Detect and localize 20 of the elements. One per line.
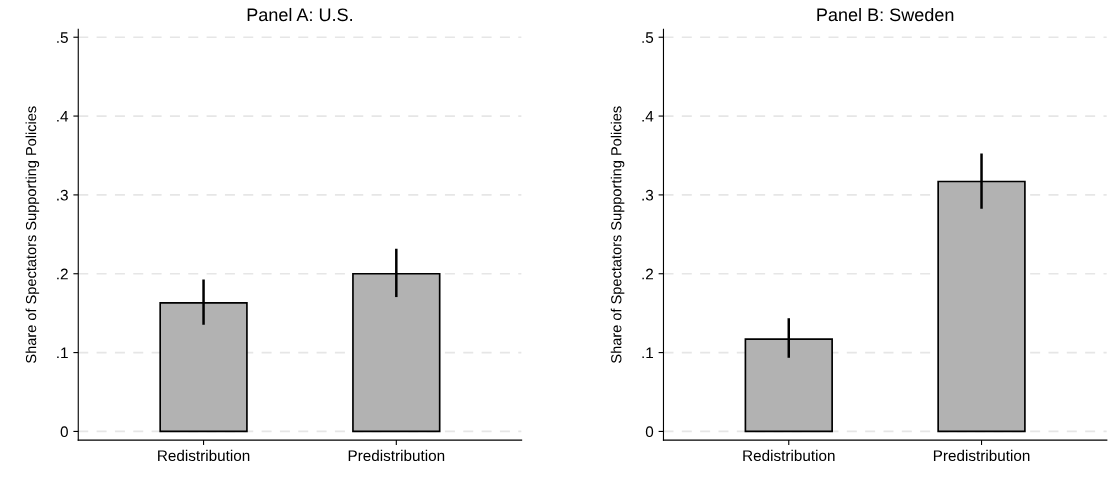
y-tick-label: .5 xyxy=(642,32,654,43)
y-tick-label: 0 xyxy=(645,426,654,438)
chart-title: Panel A: U.S. xyxy=(247,7,352,22)
y-tick-label: .3 xyxy=(57,189,68,201)
y-tick-label: 0 xyxy=(60,426,68,438)
y-axis-title: Share of Spectators Supporting Policies xyxy=(610,106,625,363)
y-axis-title: Share of Spectators Supporting Policies xyxy=(25,106,40,363)
y-tick-label: .4 xyxy=(57,111,69,122)
y-tick-label: .3 xyxy=(642,189,654,201)
y-tick-label: .1 xyxy=(57,347,68,359)
x-tick-label: Redistribution xyxy=(158,449,250,462)
chart-title: Panel B: Sweden xyxy=(817,7,954,22)
x-tick-label: Predistribution xyxy=(933,449,1030,462)
y-tick-label: .4 xyxy=(642,111,654,122)
y-tick-label: .2 xyxy=(57,268,68,280)
y-tick-label: .2 xyxy=(642,268,653,280)
y-tick-label: .5 xyxy=(57,32,68,43)
x-tick-label: Predistribution xyxy=(348,449,445,462)
x-tick-label: Redistribution xyxy=(743,449,835,462)
y-tick-label: .1 xyxy=(642,347,654,359)
